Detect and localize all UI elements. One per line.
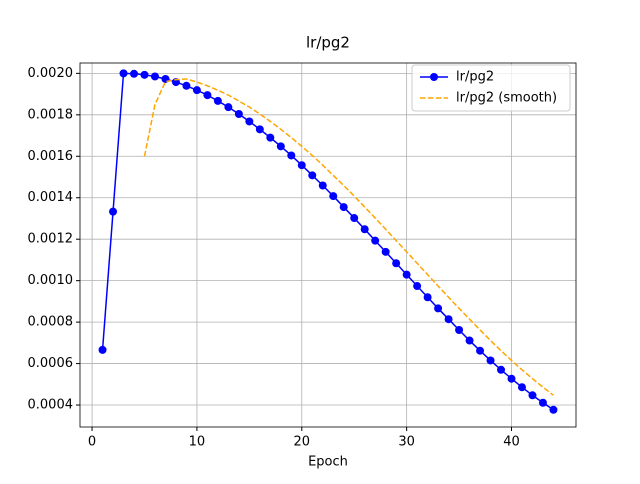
marker bbox=[119, 69, 128, 78]
y-tick-label: 0.0004 bbox=[28, 398, 74, 413]
marker bbox=[318, 181, 327, 190]
marker bbox=[109, 207, 118, 216]
legend-label: lr/pg2 bbox=[456, 70, 494, 85]
marker bbox=[276, 142, 285, 151]
legend-label: lr/pg2 (smooth) bbox=[456, 91, 557, 106]
marker bbox=[255, 125, 264, 134]
marker bbox=[444, 315, 453, 324]
chart-title: lr/pg2 bbox=[306, 34, 350, 52]
marker bbox=[339, 203, 348, 212]
marker bbox=[203, 91, 212, 100]
marker bbox=[497, 365, 506, 374]
x-tick-label: 40 bbox=[503, 435, 520, 450]
marker bbox=[507, 374, 516, 383]
marker bbox=[245, 117, 254, 126]
marker bbox=[182, 81, 191, 90]
marker bbox=[549, 405, 558, 414]
y-tick-label: 0.0008 bbox=[28, 315, 74, 330]
y-tick-label: 0.0016 bbox=[28, 149, 74, 164]
plot-frame bbox=[79, 62, 577, 428]
marker bbox=[486, 356, 495, 365]
line-series bbox=[143, 78, 554, 396]
marker bbox=[517, 383, 526, 392]
marker bbox=[308, 171, 317, 180]
marker bbox=[538, 398, 547, 407]
marker bbox=[130, 69, 139, 78]
x-tick-label: 20 bbox=[294, 435, 311, 450]
marker bbox=[413, 282, 422, 291]
legend-marker bbox=[430, 73, 438, 81]
y-tick-label: 0.0012 bbox=[28, 232, 74, 247]
marker bbox=[392, 259, 401, 268]
marker bbox=[297, 161, 306, 170]
x-axis-label: Epoch bbox=[308, 455, 348, 470]
marker bbox=[287, 151, 296, 160]
marker bbox=[350, 214, 359, 223]
x-tick-label: 0 bbox=[88, 435, 96, 450]
marker bbox=[423, 293, 432, 302]
marker bbox=[434, 304, 443, 313]
marker bbox=[371, 236, 380, 245]
y-tick-label: 0.0006 bbox=[28, 356, 74, 371]
y-tick-label: 0.0010 bbox=[28, 273, 74, 288]
marker bbox=[98, 345, 107, 354]
marker bbox=[360, 225, 369, 234]
y-tick-label: 0.0020 bbox=[28, 66, 74, 81]
marker bbox=[192, 86, 201, 95]
marker bbox=[329, 192, 338, 201]
marker bbox=[402, 270, 411, 279]
x-tick-label: 30 bbox=[398, 435, 415, 450]
marker bbox=[381, 247, 390, 256]
marker bbox=[266, 133, 275, 142]
y-tick-label: 0.0018 bbox=[28, 107, 74, 122]
marker bbox=[150, 72, 159, 81]
line-series bbox=[101, 72, 554, 411]
marker bbox=[234, 109, 243, 118]
marker bbox=[224, 103, 233, 112]
marker bbox=[140, 70, 149, 79]
x-tick-label: 10 bbox=[189, 435, 206, 450]
legend-box bbox=[411, 64, 571, 112]
marker bbox=[528, 391, 537, 400]
marker bbox=[213, 96, 222, 105]
marker bbox=[465, 336, 474, 345]
marker bbox=[476, 346, 485, 355]
y-tick-label: 0.0014 bbox=[28, 190, 74, 205]
marker bbox=[455, 325, 464, 334]
